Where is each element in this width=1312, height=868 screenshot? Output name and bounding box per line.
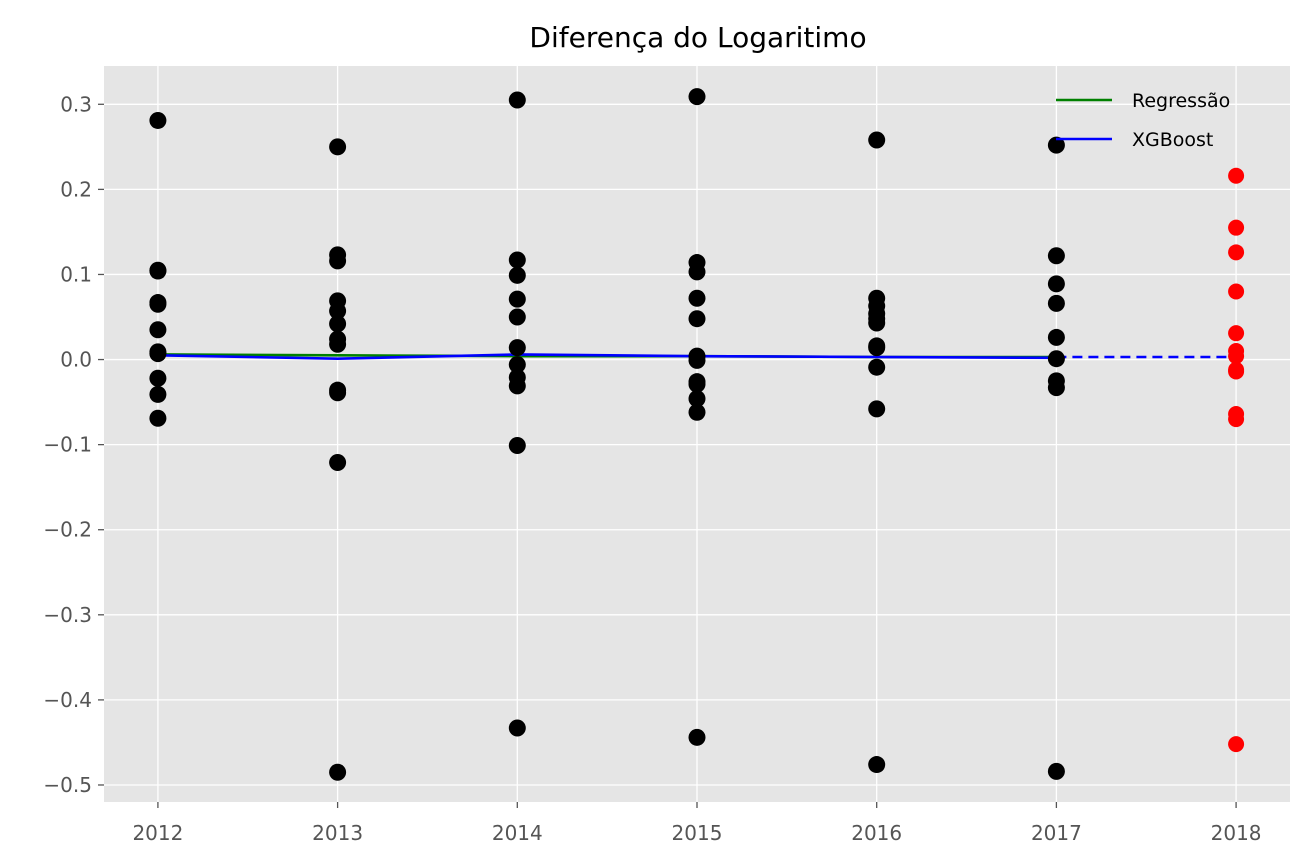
observed-point — [329, 138, 347, 156]
observed-point — [508, 266, 526, 284]
observed-point — [508, 290, 526, 308]
observed-point — [508, 719, 526, 737]
observed-point — [688, 728, 706, 746]
observed-point — [688, 263, 706, 281]
observed-point — [329, 252, 347, 270]
observed-point — [688, 375, 706, 393]
observed-point — [1047, 136, 1065, 154]
x-tick-label: 2013 — [312, 821, 363, 845]
observed-point — [149, 321, 167, 339]
x-tick-label: 2014 — [492, 821, 543, 845]
forecast-point — [1228, 219, 1245, 236]
forecast-point — [1228, 167, 1245, 184]
forecast-point — [1228, 736, 1245, 753]
chart-title: Diferença do Logaritimo — [529, 21, 866, 54]
forecast-point — [1228, 325, 1245, 342]
y-tick-label: 0.0 — [60, 348, 92, 372]
x-tick-label: 2017 — [1031, 821, 1082, 845]
observed-point — [149, 111, 167, 129]
forecast-point — [1228, 363, 1245, 380]
observed-point — [1047, 379, 1065, 397]
observed-point — [688, 390, 706, 408]
observed-point — [868, 131, 886, 149]
observed-point — [508, 436, 526, 454]
observed-point — [508, 377, 526, 395]
observed-point — [149, 345, 167, 363]
observed-point — [329, 302, 347, 320]
observed-point — [149, 385, 167, 403]
observed-point — [329, 763, 347, 781]
y-tick-label: −0.5 — [43, 773, 92, 797]
observed-point — [149, 295, 167, 313]
observed-point — [688, 403, 706, 421]
observed-point — [1047, 350, 1065, 368]
observed-point — [149, 369, 167, 387]
y-tick-label: 0.2 — [60, 177, 92, 201]
observed-point — [149, 262, 167, 280]
observed-point — [1047, 294, 1065, 312]
y-tick-label: −0.3 — [43, 603, 92, 627]
legend-label-regressao: Regressão — [1132, 90, 1230, 112]
observed-point — [868, 756, 886, 774]
y-tick-label: −0.2 — [43, 518, 92, 542]
observed-point — [508, 339, 526, 357]
scatter-points — [149, 88, 1245, 781]
observed-point — [508, 251, 526, 269]
observed-point — [868, 339, 886, 357]
observed-point — [1047, 328, 1065, 346]
y-tick-label: −0.4 — [43, 688, 92, 712]
observed-point — [688, 289, 706, 307]
x-tick-label: 2018 — [1211, 821, 1262, 845]
y-tick-label: 0.3 — [60, 92, 92, 116]
x-tick-label: 2015 — [672, 821, 723, 845]
observed-point — [868, 314, 886, 332]
observed-point — [508, 308, 526, 326]
legend-label-xgboost: XGBoost — [1132, 129, 1213, 151]
observed-point — [508, 356, 526, 374]
observed-point — [149, 409, 167, 427]
x-tick-label: 2016 — [851, 821, 902, 845]
forecast-point — [1228, 348, 1245, 365]
observed-point — [688, 88, 706, 106]
observed-point — [508, 91, 526, 109]
forecast-point — [1228, 411, 1245, 428]
y-axis: 0.3 0.2 0.1 0.0 −0.1 −0.2 −0.3 −0.4 −0.5 — [43, 92, 104, 797]
observed-point — [868, 400, 886, 418]
observed-point — [868, 358, 886, 376]
observed-point — [329, 454, 347, 472]
y-tick-label: −0.1 — [43, 433, 92, 457]
observed-point — [1047, 275, 1065, 293]
forecast-point — [1228, 283, 1245, 300]
legend: Regressão XGBoost — [1056, 90, 1230, 151]
x-tick-label: 2012 — [132, 821, 183, 845]
observed-point — [1047, 762, 1065, 780]
observed-point — [329, 384, 347, 402]
x-axis: 2012 2013 2014 2015 2016 2017 2018 — [132, 802, 1262, 845]
observed-point — [688, 351, 706, 369]
xgboost-line — [157, 353, 1057, 360]
y-tick-label: 0.1 — [60, 262, 92, 286]
observed-point — [688, 310, 706, 328]
observed-point — [329, 315, 347, 333]
observed-point — [1047, 247, 1065, 265]
observed-point — [329, 335, 347, 353]
forecast-point — [1228, 244, 1245, 261]
series-lines — [157, 353, 1237, 360]
